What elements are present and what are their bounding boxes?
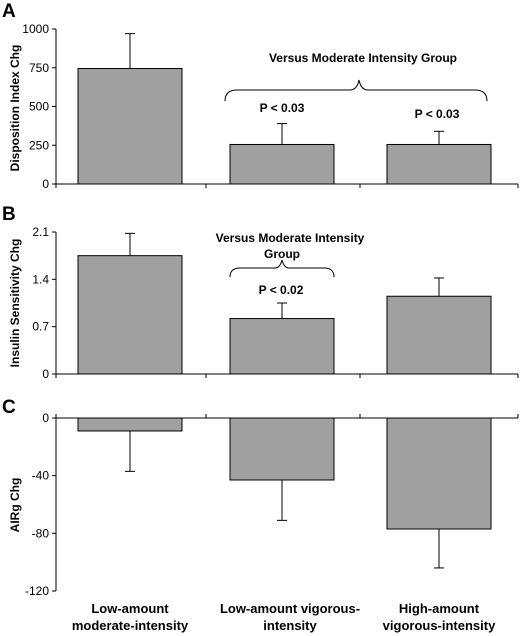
panel-b-y-tick-label-4: 2.1 [32,225,49,239]
panel-a-bracket [224,79,488,102]
panel-b-ylabel: Insulin Sensitivity Chg [8,239,22,368]
panel-c-bar-1 [77,417,183,432]
panel-a-bar-1 [77,68,183,185]
panel-c-bar-3 [386,417,492,530]
panel-b-bar-2 [229,318,335,375]
panel-c-y-tick-label-2: -40 [32,469,50,483]
panel-c-y-tick-label-3: -80 [32,526,50,540]
panel-c-bar-2 [229,417,335,481]
panel-b-bracket [229,259,335,278]
panel-c-ylabel: AIRg Chg [8,478,22,533]
panel-a-bar-3 [386,143,492,185]
panel-a-ylabel: Disposition Index Chg [8,45,22,172]
panel-a-y-tick-label-4: 750 [29,61,49,75]
panel-b-y-tick-label-1: 0 [42,367,49,381]
panel-b-letter: B [2,204,16,225]
panel-b-y-tick-label-3: 1.4 [32,272,49,286]
category-label-1-line1: Low-amount [91,601,169,616]
category-label-2-line1: Low-amount vigorous- [220,601,360,616]
category-label-2-line2: intensity [263,618,317,633]
category-label-3-line2: vigorous-intensity [383,618,496,633]
panel-b-bar-1 [77,255,183,375]
panel-a-y-tick-label-1: 0 [42,177,49,191]
panel-b-bracket-label-line1: Versus Moderate Intensity [216,231,365,245]
panel-b-bar-3 [386,295,492,375]
panel-b-y-tick-label-2: 0.7 [32,320,49,334]
panel-a-y-tick-label-5: 1000 [22,22,49,36]
panel-c-y-tick-label-4: -120 [25,584,49,598]
panel-a-pvalue-3: P < 0.03 [415,107,460,121]
panel-a-pvalue-2: P < 0.03 [260,101,305,115]
category-label-1-line2: moderate-intensity [72,618,189,633]
panel-a-bracket-label: Versus Moderate Intensity Group [269,51,457,65]
panel-c-letter: C [2,397,16,418]
category-label-3-line1: High-amount [399,601,480,616]
panel-a-letter: A [2,1,16,22]
panel-b-pvalue-2: P < 0.02 [259,283,304,297]
panel-a-y-tick-label-3: 500 [29,100,49,114]
chart-marks: 0 250 500 750 1000 0 0.7 1.4 2.1 0 -40 -80 -120 [22,22,519,598]
panel-a-y-tick-label-2: 250 [29,138,49,152]
panel-c-y-tick-label-1: 0 [42,411,49,425]
panel-b-bracket-label-line2: Group [264,247,300,261]
panel-a-bar-2 [229,143,335,185]
